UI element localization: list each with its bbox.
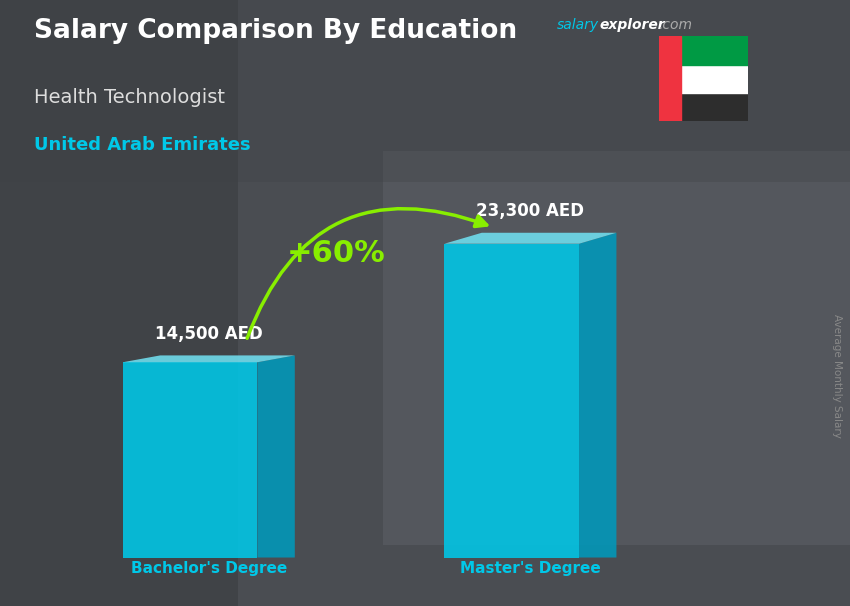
Text: Health Technologist: Health Technologist [34,88,225,107]
Polygon shape [445,233,616,244]
Bar [659,36,681,121]
Polygon shape [579,233,616,558]
Text: 14,500 AED: 14,500 AED [155,325,263,343]
Bar [0,0,238,606]
Polygon shape [122,362,258,558]
Text: Bachelor's Degree: Bachelor's Degree [131,561,287,576]
Text: salary: salary [557,18,599,32]
Bar [659,36,748,65]
Polygon shape [122,355,295,362]
Bar [382,152,850,545]
Bar [0,0,850,182]
Bar [659,65,748,93]
Bar [659,93,748,121]
Text: Salary Comparison By Education: Salary Comparison By Education [34,18,517,44]
Text: .com: .com [658,18,692,32]
Text: Master's Degree: Master's Degree [460,561,601,576]
Text: 23,300 AED: 23,300 AED [476,202,585,220]
Polygon shape [445,244,579,558]
Text: +60%: +60% [286,239,385,268]
Text: explorer: explorer [599,18,665,32]
Polygon shape [258,355,295,558]
Text: Average Monthly Salary: Average Monthly Salary [832,314,842,438]
Text: United Arab Emirates: United Arab Emirates [34,136,251,155]
